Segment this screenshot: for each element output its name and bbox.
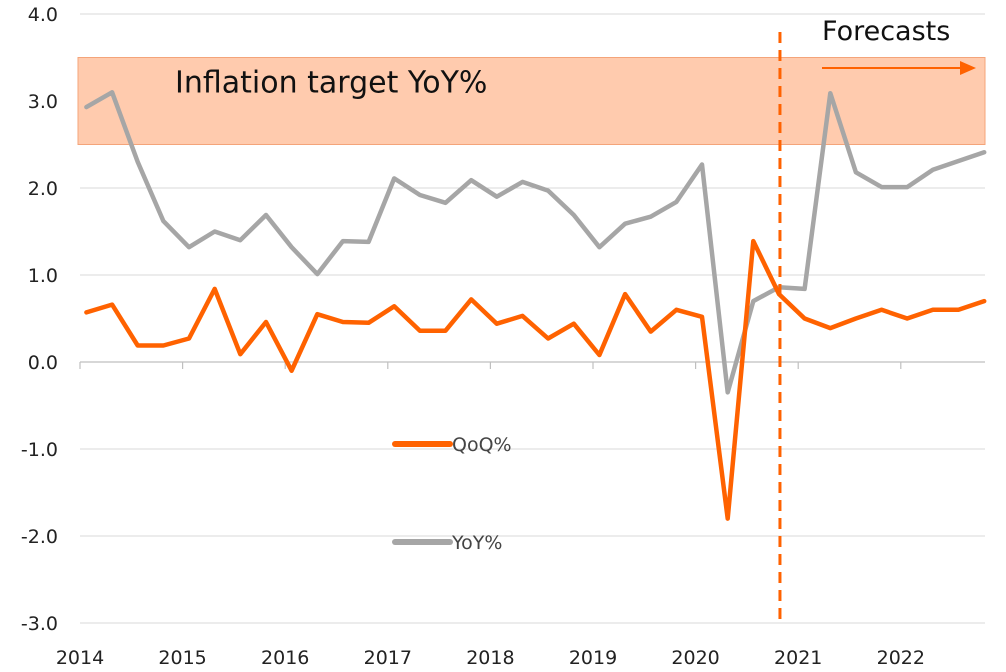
y-tick-label: 3.0 <box>28 91 58 113</box>
x-tick-label: 2022 <box>877 647 925 669</box>
legend-label: YoY% <box>451 532 502 554</box>
y-axis-ticks: 4.0 3.0 2.0 1.0 0.0 -1.0 -2.0 -3.0 <box>21 4 58 635</box>
x-axis-ticks: 2014 2015 2016 2017 2018 2019 2020 2021 2022 <box>56 647 925 669</box>
y-tick-label: 0.0 <box>28 352 58 374</box>
forecast-label: Forecasts <box>822 16 950 47</box>
legend-label: QoQ% <box>452 434 512 456</box>
x-tick-label: 2015 <box>158 647 206 669</box>
y-tick-label: 1.0 <box>28 265 58 287</box>
forecast-annotation: Forecasts <box>778 16 976 625</box>
x-tick-label: 2020 <box>671 647 719 669</box>
legend: QoQ% YoY% <box>392 434 512 554</box>
y-tick-label: -2.0 <box>21 526 58 548</box>
x-axis <box>79 361 985 369</box>
y-tick-label: 4.0 <box>28 4 58 26</box>
target-band-label: Inflation target YoY% <box>175 66 487 101</box>
y-tick-label: -3.0 <box>21 613 58 635</box>
y-tick-label: -1.0 <box>21 439 58 461</box>
inflation-target-band: Inflation target YoY% <box>77 57 986 145</box>
x-tick-label: 2014 <box>56 647 104 669</box>
series-lines <box>84 90 987 521</box>
x-tick-label: 2016 <box>261 647 309 669</box>
series-line-yoy <box>84 90 987 395</box>
series-line-qoq <box>84 238 987 521</box>
x-tick-label: 2018 <box>466 647 514 669</box>
y-tick-label: 2.0 <box>28 178 58 200</box>
x-tick-label: 2019 <box>569 647 617 669</box>
x-tick-label: 2021 <box>774 647 822 669</box>
forecast-arrow-head <box>960 61 976 75</box>
x-tick-label: 2017 <box>364 647 412 669</box>
